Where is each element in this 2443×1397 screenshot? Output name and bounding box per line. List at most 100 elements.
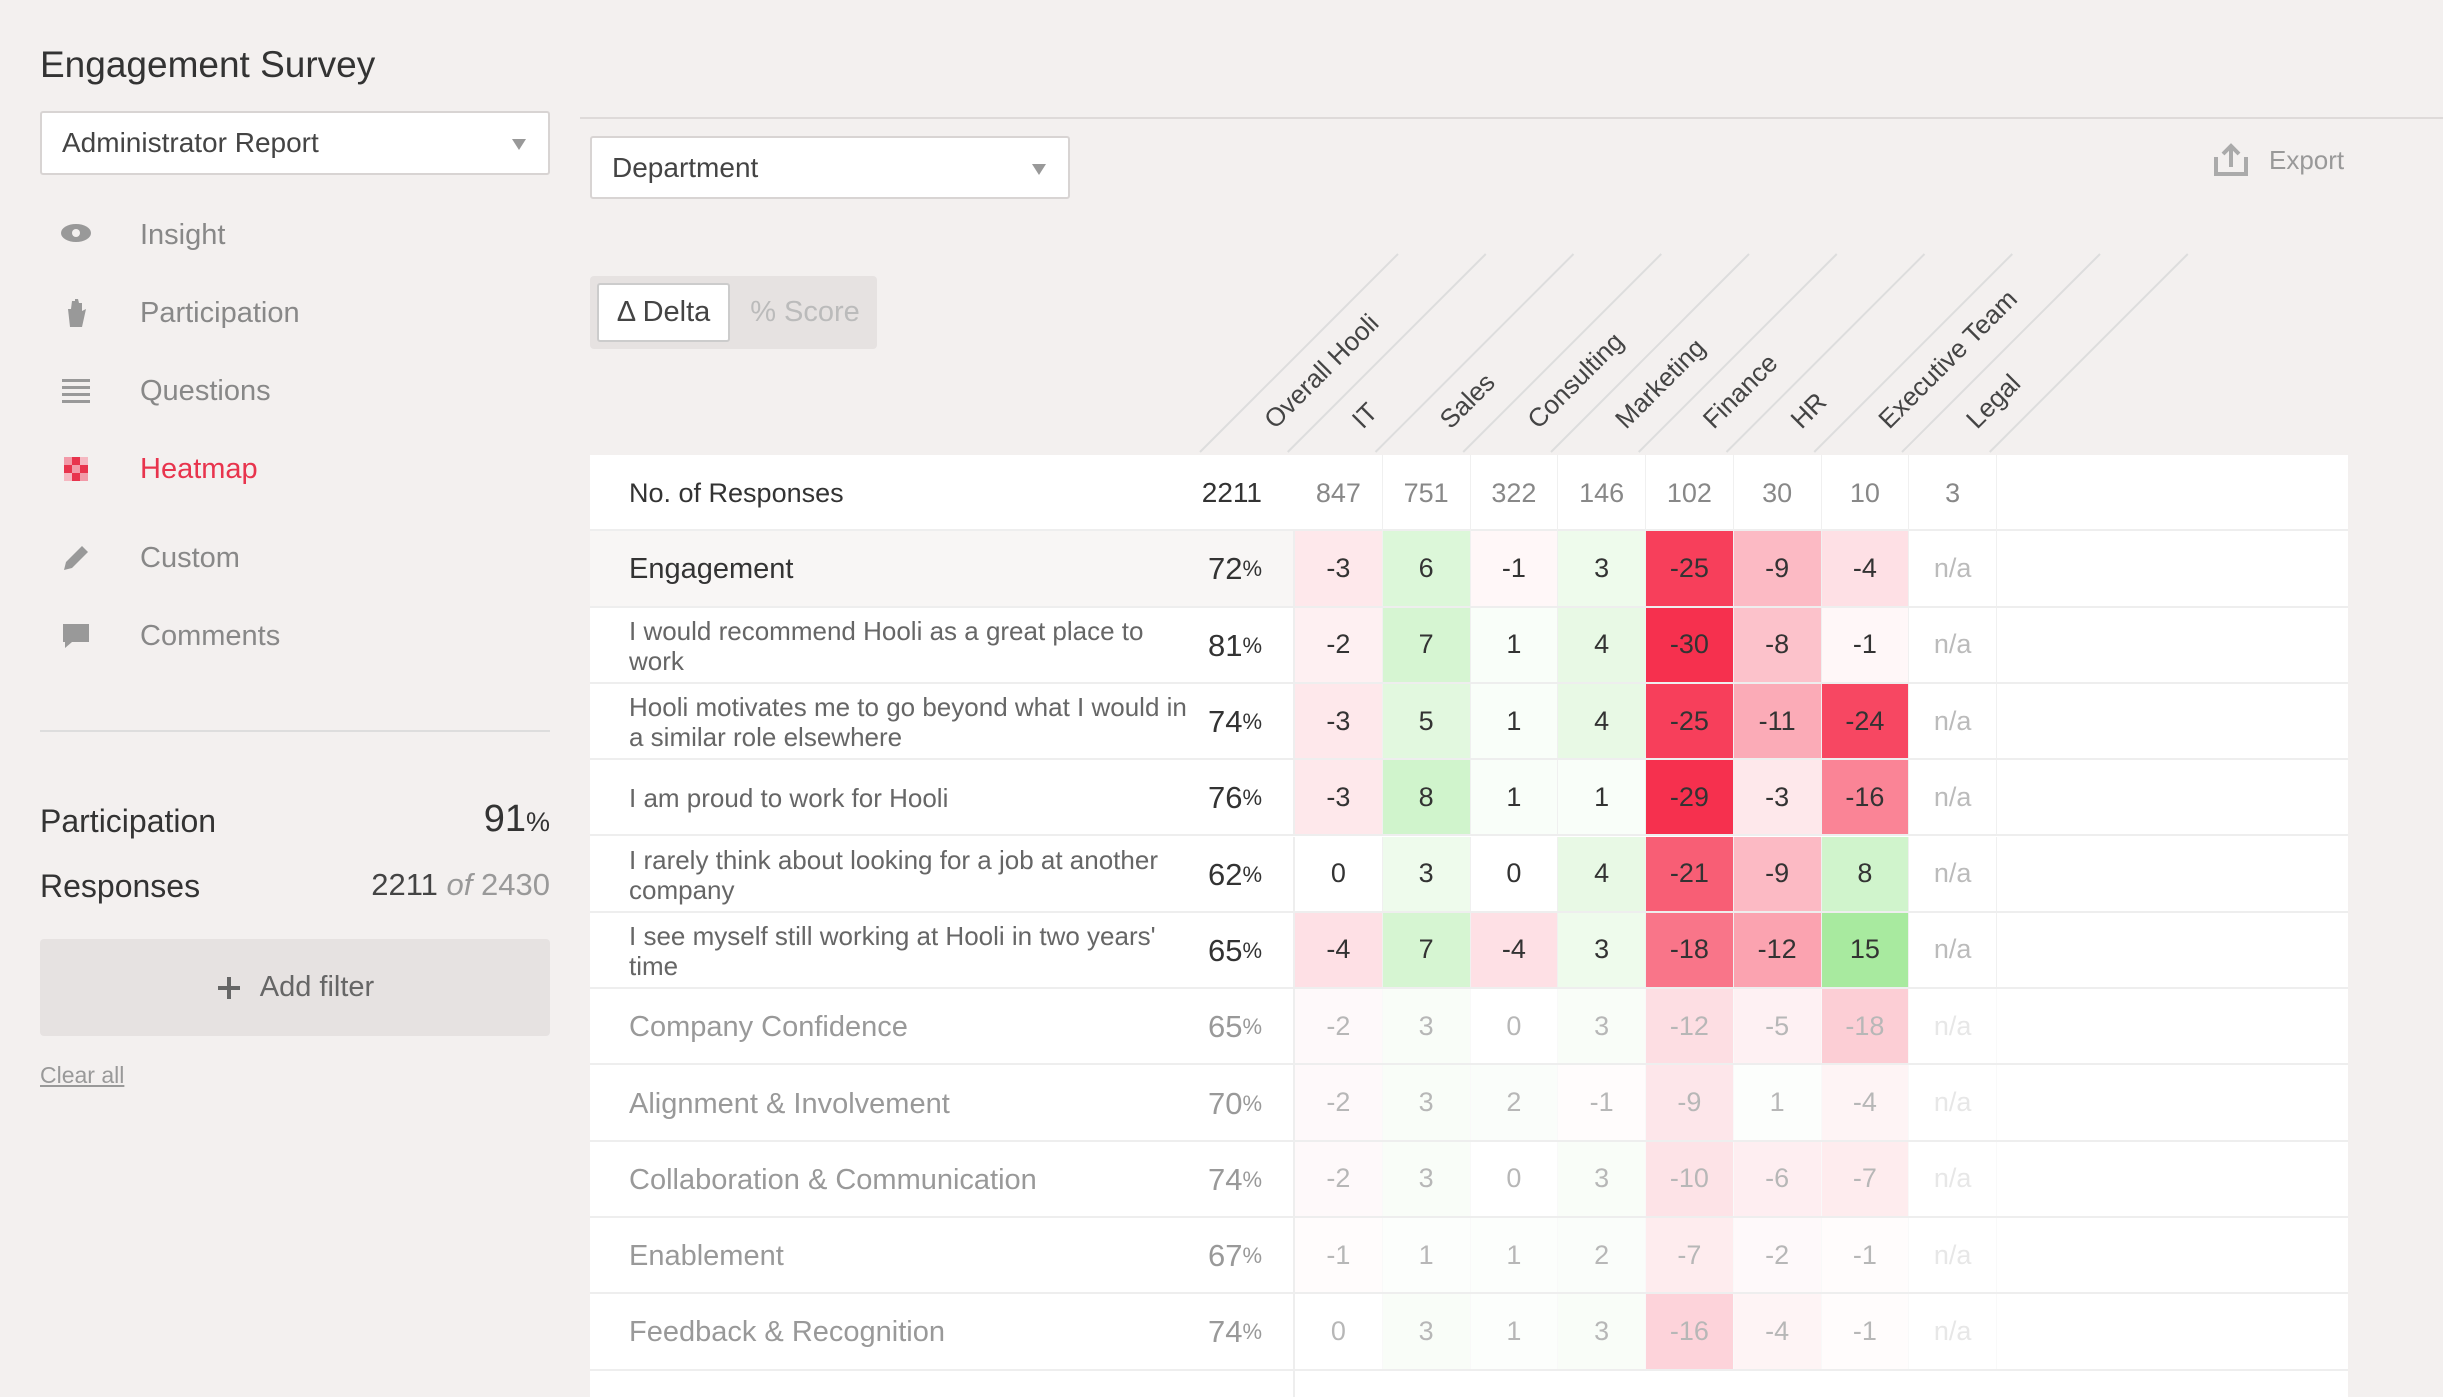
- row-score: 74%: [1208, 684, 1262, 760]
- heat-cell: -10: [1646, 1141, 1734, 1216]
- cell-value: -1: [1852, 1239, 1877, 1270]
- heat-cell: -9: [1733, 531, 1822, 606]
- cell-value: 3: [1594, 934, 1610, 965]
- nav-label: Insight: [140, 218, 226, 251]
- factor-row: Feedback & Recognition 74% 0 3 1 3 -16 -4 -1 n/a: [590, 1294, 2348, 1371]
- heat-cell: n/a: [1909, 912, 1997, 988]
- question-row: I am proud to work for Hooli 76% -3 8 1 1 -29 -…: [590, 760, 2348, 837]
- report-select[interactable]: Administrator Report: [40, 111, 550, 175]
- cell-value: -12: [1757, 934, 1797, 965]
- header-divider: [1989, 253, 2189, 453]
- heat-cell: 4: [1558, 836, 1646, 911]
- heat-cell: 4: [1558, 683, 1646, 759]
- nav-item[interactable]: Participation: [60, 291, 300, 335]
- heat-cell: n/a: [1909, 989, 1997, 1064]
- cell-value: 1: [1506, 1315, 1522, 1346]
- nav-item[interactable]: Questions: [60, 369, 271, 413]
- heat-cell: n/a: [1909, 1218, 1997, 1293]
- cell-value: 0: [1330, 1315, 1346, 1346]
- column-divider: [1293, 607, 1295, 684]
- cell-value: -25: [1669, 705, 1709, 736]
- cell-value: 8: [1857, 858, 1873, 889]
- factor-row: Collaboration & Communication 74% -2 3 0 3 -10…: [590, 1141, 2348, 1218]
- nav-item[interactable]: Comments: [60, 614, 280, 658]
- column-divider: [1293, 1141, 1295, 1218]
- select-value: Department: [612, 151, 759, 183]
- row-score: 67%: [1208, 1218, 1262, 1294]
- nav-label: Questions: [140, 374, 271, 407]
- score-unit: %: [1242, 1014, 1262, 1040]
- add-filter-button[interactable]: Add filter: [40, 939, 550, 1036]
- group-row: Engagement 72% -3 6 -1 3 -25 -9 -4 n/a: [590, 531, 2348, 608]
- heat-cell: -1: [1821, 1218, 1910, 1293]
- heat-cell: 3: [1558, 989, 1646, 1064]
- toggle-option-active[interactable]: Δ Delta: [597, 283, 730, 342]
- toggle-option[interactable]: % Score: [750, 296, 860, 328]
- cell-value: n/a: [1933, 1163, 1972, 1194]
- divider: [40, 730, 550, 732]
- question-row: I would recommend Hooli as a great place…: [590, 607, 2348, 684]
- cell-value: n/a: [1933, 1315, 1972, 1346]
- row-score: 74%: [1208, 1142, 1262, 1218]
- cell-value: 0: [1506, 1163, 1522, 1194]
- score-value: 72: [1207, 551, 1243, 587]
- heat-cell: 3: [1382, 989, 1471, 1064]
- column-divider: [1293, 836, 1295, 913]
- cell-value: -1: [1501, 552, 1526, 583]
- nav-item[interactable]: Insight: [60, 213, 225, 257]
- cell-value: -2: [1326, 629, 1351, 660]
- nav-icon: [62, 379, 90, 403]
- score-unit: %: [1242, 1396, 1262, 1397]
- cell-value: n/a: [1933, 552, 1972, 583]
- heat-cell: 2: [1558, 1218, 1646, 1293]
- question-row: Hooli motivates me to go beyond what I w…: [590, 683, 2348, 761]
- of: of: [446, 867, 473, 902]
- heat-cell: -12: [1646, 989, 1734, 1064]
- cell-value: -4: [1852, 552, 1877, 583]
- row-label: Hooli motivates me to go beyond what I w…: [629, 692, 1187, 753]
- score-unit: %: [1242, 632, 1262, 658]
- score-unit: %: [1242, 861, 1262, 887]
- response-count: 322: [1471, 455, 1559, 532]
- cell-value: -6: [1765, 1163, 1790, 1194]
- cell-value: -2: [1326, 1010, 1351, 1041]
- nav-label: Participation: [140, 296, 300, 329]
- cell-value: 1: [1418, 1239, 1434, 1270]
- cell-value: 3: [1594, 552, 1610, 583]
- header-divider: [1550, 253, 1750, 453]
- cell-value: -5: [1765, 1010, 1790, 1041]
- cell-value: -30: [1669, 629, 1709, 660]
- nav-item[interactable]: Custom: [60, 536, 240, 580]
- row-score: 73%: [1208, 1371, 1262, 1397]
- clear-all-link[interactable]: Clear all: [40, 1062, 125, 1088]
- cell-value: 3: [1594, 1010, 1610, 1041]
- cell-value: -18: [1669, 934, 1709, 965]
- column-divider: [1293, 1065, 1295, 1142]
- response-count: 751: [1383, 455, 1471, 532]
- cell-value: 7: [1418, 629, 1434, 660]
- nav-item[interactable]: Heatmap: [60, 447, 258, 491]
- group-select[interactable]: Department: [590, 136, 1070, 199]
- score-value: 74: [1207, 1314, 1243, 1350]
- cell-value: -18: [1845, 1010, 1885, 1041]
- row-label: Engagement: [629, 553, 794, 586]
- header-divider: [1374, 253, 1575, 453]
- cell-value: -25: [1669, 552, 1709, 583]
- cell-value: 0: [1506, 1010, 1522, 1041]
- cell-value: -4: [1852, 1087, 1877, 1118]
- heat-cell: n/a: [1909, 683, 1997, 759]
- response-count: 102: [1646, 455, 1734, 532]
- cell-value: 3: [1418, 1163, 1434, 1194]
- count: 2211: [371, 867, 438, 902]
- cell-value: 4: [1594, 858, 1610, 889]
- response-count: 3: [1909, 455, 1997, 532]
- export-button[interactable]: Export: [2213, 143, 2344, 177]
- nav-label: Heatmap: [140, 452, 258, 485]
- column-divider: [1293, 1218, 1295, 1295]
- heat-cell: 1: [1382, 1218, 1471, 1293]
- heat-cell: -9: [1733, 836, 1822, 911]
- header-divider: [1725, 253, 1926, 453]
- cell-value: -24: [1845, 705, 1885, 736]
- score-value: 76: [1207, 780, 1243, 816]
- cell-value: 8: [1418, 781, 1434, 812]
